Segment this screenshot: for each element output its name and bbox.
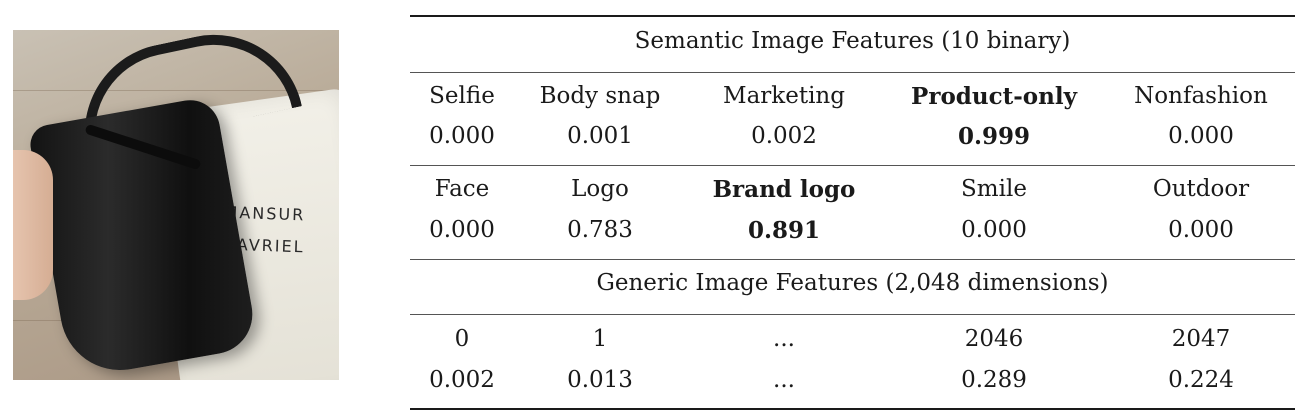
generic-dim-2047: 2047: [1171, 326, 1231, 352]
generic-value-1: 0.013: [567, 367, 633, 393]
generic-value-2046: 0.289: [961, 367, 1027, 393]
value-logo: 0.783: [567, 217, 633, 243]
label-brand-logo: Brand logo: [712, 176, 856, 203]
value-nonfashion: 0.000: [1168, 123, 1234, 149]
label-marketing: Marketing: [723, 83, 845, 109]
generic-value-2047: 0.224: [1168, 367, 1234, 393]
label-nonfashion: Nonfashion: [1134, 83, 1268, 109]
value-marketing: 0.002: [751, 123, 817, 149]
value-face: 0.000: [429, 217, 495, 243]
product-photo: MANSUR GAVRIEL: [13, 30, 339, 380]
label-product-only: Product-only: [911, 83, 1077, 110]
header-rule: [410, 72, 1295, 73]
generic-dim-1: 1: [592, 326, 608, 352]
value-selfie: 0.000: [429, 123, 495, 149]
top-rule: [410, 15, 1295, 17]
bottom-rule: [410, 408, 1295, 410]
generic-header-rule: [410, 314, 1295, 315]
label-smile: Smile: [961, 176, 1027, 202]
value-product-only: 0.999: [957, 123, 1031, 150]
generic-header: Generic Image Features (2,048 dimensions…: [596, 270, 1109, 296]
generic-dim-2046: 2046: [964, 326, 1024, 352]
value-body-snap: 0.001: [567, 123, 633, 149]
label-selfie: Selfie: [429, 83, 495, 109]
generic-value-0: 0.002: [429, 367, 495, 393]
feature-table: Semantic Image Features (10 binary) Self…: [410, 15, 1295, 410]
semantic-header: Semantic Image Features (10 binary): [634, 28, 1071, 54]
label-logo: Logo: [571, 176, 629, 202]
value-brand-logo: 0.891: [747, 217, 821, 244]
label-outdoor: Outdoor: [1152, 176, 1250, 202]
floor-line: [13, 90, 339, 91]
section-rule: [410, 259, 1295, 260]
generic-dim-0: 0: [454, 326, 470, 352]
generic-value-ellipsis: ...: [773, 367, 795, 393]
label-face: Face: [434, 176, 490, 202]
hand: [13, 150, 53, 300]
value-outdoor: 0.000: [1168, 217, 1234, 243]
generic-dim-ellipsis: ...: [773, 326, 795, 352]
label-body-snap: Body snap: [539, 83, 661, 109]
row-rule: [410, 165, 1295, 166]
value-smile: 0.000: [961, 217, 1027, 243]
